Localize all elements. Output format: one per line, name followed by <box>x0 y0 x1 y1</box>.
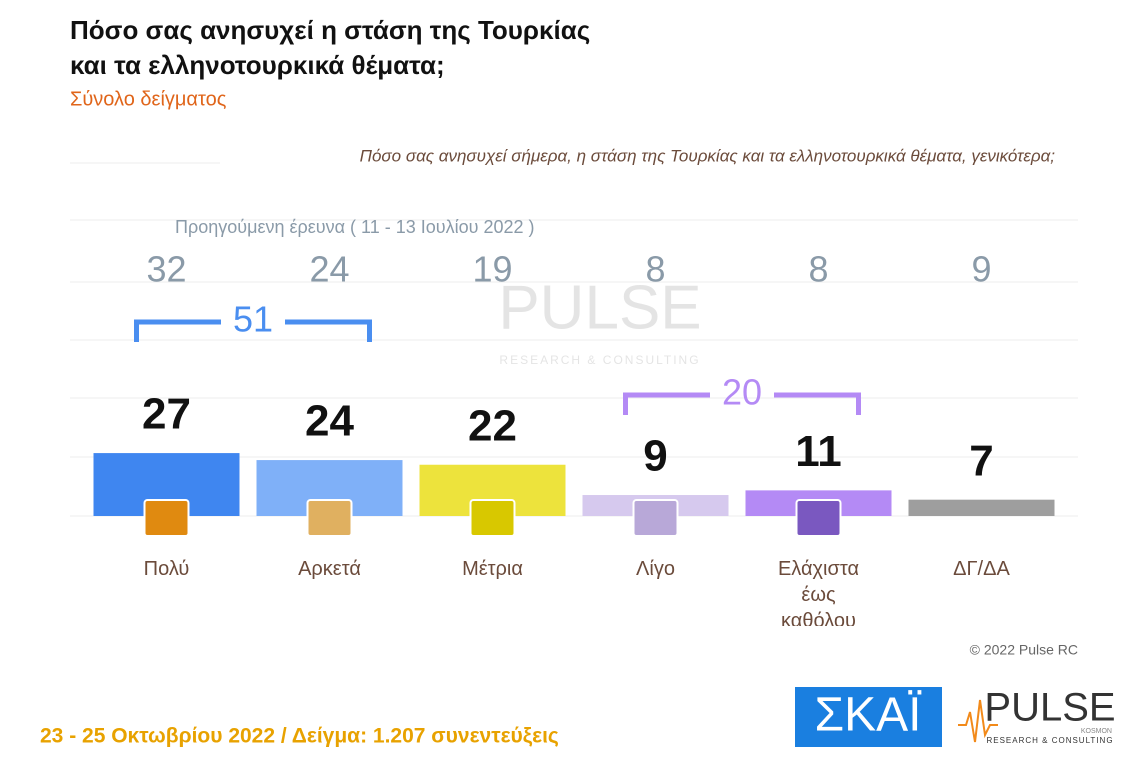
icon <box>143 499 190 537</box>
group-bracket <box>134 319 372 342</box>
chart-title: και τα ελληνοτουρκικά θέματα; <box>70 50 445 80</box>
pulse-logo-wave <box>958 699 998 743</box>
value-label: 9 <box>643 432 667 481</box>
watermark-tagline: RESEARCH & CONSULTING <box>499 353 700 367</box>
icon <box>632 499 679 537</box>
x-tick-label: Αρκετά <box>298 558 361 580</box>
pulse-logo: PULSE <box>984 686 1115 730</box>
x-label-box: Πολύ <box>143 558 190 580</box>
icon <box>306 499 353 537</box>
previous-value: 9 <box>971 249 991 290</box>
previous-value: 32 <box>146 249 186 290</box>
value-label: 24 <box>305 397 354 446</box>
previous-value: 8 <box>808 249 828 290</box>
copyright: © 2022 Pulse RC <box>970 642 1078 658</box>
group-total: 51 <box>233 299 273 340</box>
x-tick-label: Πολύ <box>143 558 190 580</box>
group-bracket <box>623 392 861 415</box>
skai-logo-text: ΣΚΑΪ <box>814 689 922 742</box>
skai-logo <box>795 687 942 747</box>
pulse-logo-small: KOSMON <box>1081 728 1112 735</box>
previous-value: 24 <box>309 249 349 290</box>
icon <box>795 499 842 537</box>
group-total: 20 <box>722 372 762 413</box>
value-label: 7 <box>969 436 993 485</box>
footer: 23 - 25 Οκτωβρίου 2022 / Δείγμα: 1.207 σ… <box>40 725 559 748</box>
chart-subtitle: Σύνολο δείγματος <box>70 88 227 110</box>
question: Πόσο σας ανησυχεί σήμερα, η στάση της Το… <box>360 146 1056 165</box>
x-tick-label: Μέτρια <box>462 558 523 580</box>
previous-value: 8 <box>645 249 665 290</box>
icon <box>469 499 516 537</box>
x-tick-label: ΔΓ/ΔΑ <box>953 558 1010 580</box>
x-label-box: Λίγο <box>636 558 675 580</box>
x-tick-label: Λίγο <box>636 558 675 580</box>
value-label: 27 <box>142 390 191 439</box>
pulse-logo-tagline: RESEARCH & CONSULTING <box>986 736 1113 745</box>
x-label-box: ΔΓ/ΔΑ <box>953 558 1010 580</box>
x-tick-label: Ελάχιστα έως καθόλου <box>777 558 860 626</box>
watermark-text: PULSE <box>498 273 701 342</box>
chart-title: Πόσο σας ανησυχεί η στάση της Τουρκίας <box>70 15 590 45</box>
x-label-box: Μέτρια <box>462 558 523 580</box>
previous-value: 19 <box>472 249 512 290</box>
x-label-box: Ελάχιστα έως καθόλου <box>777 558 860 626</box>
value-label: 22 <box>468 401 517 450</box>
previous-label: Προηγούμενη έρευνα ( 11 - 13 Ιουλίου 202… <box>175 217 535 237</box>
x-label-box: Αρκετά <box>298 558 361 580</box>
bar <box>908 499 1055 516</box>
watermark: PULSE RESEARCH & CONSULTING <box>498 273 701 367</box>
value-label: 11 <box>795 427 842 476</box>
